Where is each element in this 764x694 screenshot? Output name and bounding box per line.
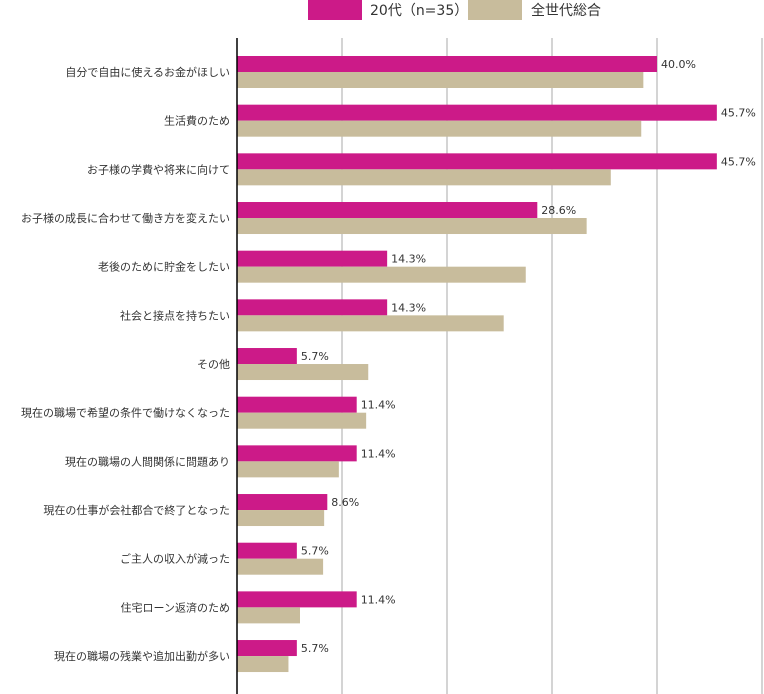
bar-all-generations: [237, 72, 644, 88]
bar-all-generations: [237, 461, 339, 478]
category-label: ご主人の収入が減った: [120, 552, 230, 566]
data-label: 11.4%: [361, 399, 396, 412]
bar-20s: [237, 56, 657, 72]
category-label: 現在の職場の残業や追加出勤が多い: [54, 649, 230, 663]
bar-20s: [237, 542, 297, 559]
legend-swatch-all: [468, 0, 522, 20]
bar-20s: [237, 299, 388, 316]
bar-all-generations: [237, 364, 369, 381]
bar-all-generations: [237, 656, 289, 673]
category-label: お子様の成長に合わせて働き方を変えたい: [21, 211, 230, 225]
category-label: お子様の学費や将来に向けて: [87, 162, 230, 176]
data-label: 11.4%: [361, 447, 396, 460]
legend-swatch-20s: [308, 0, 362, 20]
bar-20s: [237, 250, 388, 267]
bar-all-generations: [237, 218, 587, 235]
category-label: 老後のために貯金をしたい: [98, 260, 230, 274]
bar-20s: [237, 640, 297, 657]
legend-label-all: 全世代総合: [531, 2, 601, 19]
category-label: その他: [197, 358, 230, 371]
bar-all-generations: [237, 412, 367, 429]
bar-20s: [237, 153, 717, 170]
bar-all-generations: [237, 169, 611, 186]
bar-20s: [237, 591, 357, 608]
data-label: 45.7%: [721, 155, 756, 168]
bar-all-generations: [237, 315, 504, 332]
bar-20s: [237, 202, 538, 219]
data-label: 5.7%: [301, 350, 329, 363]
bar-all-generations: [237, 120, 642, 137]
bar-20s: [237, 348, 297, 365]
category-label: 自分で自由に使えるお金がほしい: [65, 65, 230, 79]
bar-20s: [237, 396, 357, 413]
data-label: 5.7%: [301, 642, 329, 655]
bar-20s: [237, 494, 328, 511]
bar-20s: [237, 445, 357, 462]
bar-all-generations: [237, 607, 300, 624]
data-label: 28.6%: [541, 204, 576, 217]
data-label: 11.4%: [361, 593, 396, 606]
category-label: 生活費のため: [164, 114, 230, 128]
category-label: 現在の仕事が会社都合で終了となった: [43, 503, 230, 517]
category-label: 住宅ローン返済のため: [121, 600, 230, 614]
data-label: 40.0%: [661, 58, 696, 71]
data-label: 14.3%: [391, 253, 426, 266]
data-label: 8.6%: [331, 496, 359, 509]
data-label: 5.7%: [301, 545, 329, 558]
data-label: 45.7%: [721, 107, 756, 120]
data-label: 14.3%: [391, 301, 426, 314]
legend-label-20s: 20代（n=35）: [370, 3, 468, 19]
category-label: 社会と接点を持ちたい: [120, 308, 230, 322]
category-label: 現在の職場の人間関係に問題あり: [65, 455, 230, 468]
bar-all-generations: [237, 510, 325, 527]
legend: 20代（n=35） 全世代総合: [308, 0, 601, 20]
bar-all-generations: [237, 266, 526, 283]
category-label: 現在の職場で希望の条件で働けなくなった: [21, 406, 230, 420]
bar-20s: [237, 104, 717, 121]
bar-all-generations: [237, 558, 324, 575]
